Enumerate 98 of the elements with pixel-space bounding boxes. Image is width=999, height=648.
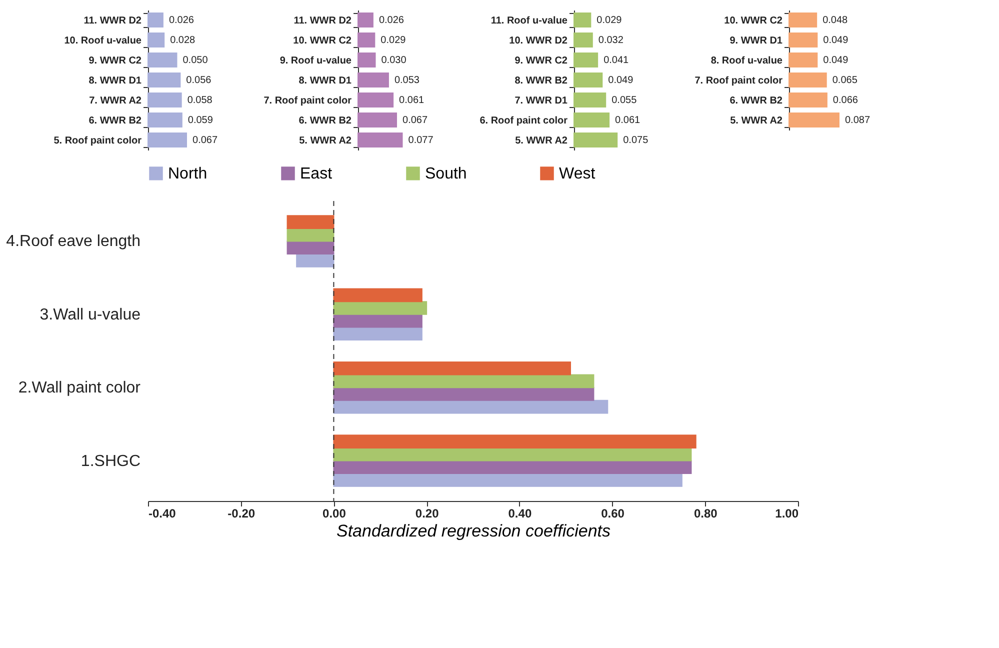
y-tick-label: 11. WWR D2 — [294, 16, 352, 26]
y-tick-label: 5. WWR A2 — [299, 136, 352, 146]
data-label: 0.056 — [186, 75, 212, 86]
y-tick-label: 4.Roof eave length — [6, 233, 140, 250]
y-tick-label: 7. WWR A2 — [89, 96, 142, 106]
data-label: 0.048 — [822, 15, 848, 26]
data-label: 0.029 — [596, 15, 622, 26]
y-tick-label: 9. WWR C2 — [88, 56, 142, 66]
data-label: 0.077 — [408, 135, 434, 146]
data-label: 0.061 — [615, 115, 641, 126]
data-label: 0.065 — [832, 75, 858, 86]
bar — [788, 12, 818, 28]
bar — [148, 112, 182, 128]
data-label: 0.041 — [604, 55, 630, 66]
bar — [148, 72, 181, 88]
data-label: 0.059 — [188, 115, 214, 126]
data-label: 0.061 — [399, 95, 425, 106]
data-label: 0.075 — [623, 135, 649, 146]
bar — [574, 112, 610, 128]
data-label: 0.058 — [187, 95, 213, 106]
y-tick-label: 9. WWR C2 — [514, 56, 568, 66]
data-label: 0.049 — [823, 35, 849, 46]
y-tick-label: 3.Wall u-value — [40, 306, 141, 324]
bar — [574, 32, 593, 48]
bar — [788, 92, 828, 108]
y-tick-label: 11. Roof u-value — [490, 16, 568, 26]
data-label: 0.066 — [832, 95, 858, 106]
data-label: 0.067 — [402, 115, 428, 126]
bar — [358, 132, 403, 148]
y-tick-label: 9. Roof u-value — [280, 56, 352, 66]
y-tick-label: 6. WWR B2 — [88, 116, 142, 126]
data-label: 0.026 — [168, 15, 194, 26]
y-tick-label: 6. Roof paint color — [480, 116, 568, 126]
x-tick-label: 0.60 — [601, 506, 625, 520]
bar — [574, 132, 618, 148]
bar — [148, 132, 188, 148]
y-tick-label: 8. Roof u-value — [710, 56, 783, 66]
bar — [788, 112, 840, 128]
y-tick-label: 9. WWR D1 — [730, 36, 783, 46]
data-label: 0.049 — [608, 75, 634, 86]
y-tick-label: 10. WWR C2 — [724, 16, 783, 26]
y-tick-label: 2.Wall paint color — [18, 380, 142, 397]
bar — [358, 92, 394, 108]
legend-label: West — [559, 165, 596, 182]
data-label: 0.029 — [380, 35, 406, 46]
data-label: 0.026 — [378, 15, 404, 26]
y-tick-label: 5. WWR A2 — [515, 136, 568, 146]
data-label: 0.053 — [394, 75, 420, 86]
data-label: 0.028 — [170, 35, 196, 46]
x-tick-label: 0.20 — [415, 506, 440, 520]
data-label: 0.087 — [845, 115, 870, 126]
y-tick-label: 8. WWR D1 — [88, 76, 142, 86]
x-tick-label: 0.00 — [322, 506, 346, 520]
legend-label: North — [168, 165, 208, 182]
data-label: 0.032 — [598, 35, 624, 46]
bar — [574, 72, 603, 88]
bar — [788, 72, 827, 88]
y-tick-label: 6. WWR B2 — [298, 116, 352, 126]
x-tick-label: -0.20 — [228, 506, 256, 520]
legend-label: South — [425, 165, 467, 182]
bar — [788, 32, 818, 48]
y-tick-label: 5. WWR A2 — [730, 116, 783, 126]
y-tick-label: 7. WWR D1 — [514, 96, 568, 106]
x-axis-title: Standardized regression coefficients — [336, 522, 612, 540]
y-tick-label: 11. WWR D2 — [84, 16, 142, 26]
y-tick-label: 8. WWR B2 — [514, 76, 568, 86]
data-label: 0.055 — [612, 95, 638, 106]
y-tick-label: 7. Roof paint color — [264, 96, 352, 106]
bar — [574, 52, 598, 68]
bar — [788, 52, 818, 68]
y-tick-label: 1.SHGC — [80, 452, 140, 470]
y-tick-label: 10. Roof u-value — [64, 36, 142, 46]
y-tick-label: 6. WWR B2 — [730, 96, 783, 106]
bar — [574, 92, 606, 108]
x-tick-label: 1.00 — [775, 506, 799, 520]
y-tick-label: 8. WWR D1 — [298, 76, 352, 86]
legend-label: East — [300, 165, 333, 182]
data-label: 0.030 — [381, 55, 407, 66]
bar — [358, 12, 374, 28]
bar — [148, 12, 164, 28]
bar — [574, 12, 592, 28]
data-label: 0.049 — [823, 55, 849, 66]
y-tick-label: 7. Roof paint color — [694, 76, 783, 86]
bar — [148, 32, 165, 48]
data-label: 0.067 — [192, 135, 218, 146]
bar — [358, 112, 398, 128]
bar — [148, 92, 182, 108]
y-tick-label: 5. Roof paint color — [54, 136, 142, 146]
data-label: 0.050 — [182, 55, 208, 66]
y-tick-label: 10. WWR D2 — [509, 36, 568, 46]
bar — [358, 72, 389, 88]
bar — [358, 52, 376, 68]
y-tick-label: 10. WWR C2 — [293, 36, 352, 46]
bar — [358, 32, 376, 48]
bar — [148, 52, 178, 68]
x-tick-label: -0.40 — [148, 506, 176, 520]
x-tick-label: 0.80 — [694, 506, 718, 520]
x-tick-label: 0.40 — [508, 506, 532, 520]
